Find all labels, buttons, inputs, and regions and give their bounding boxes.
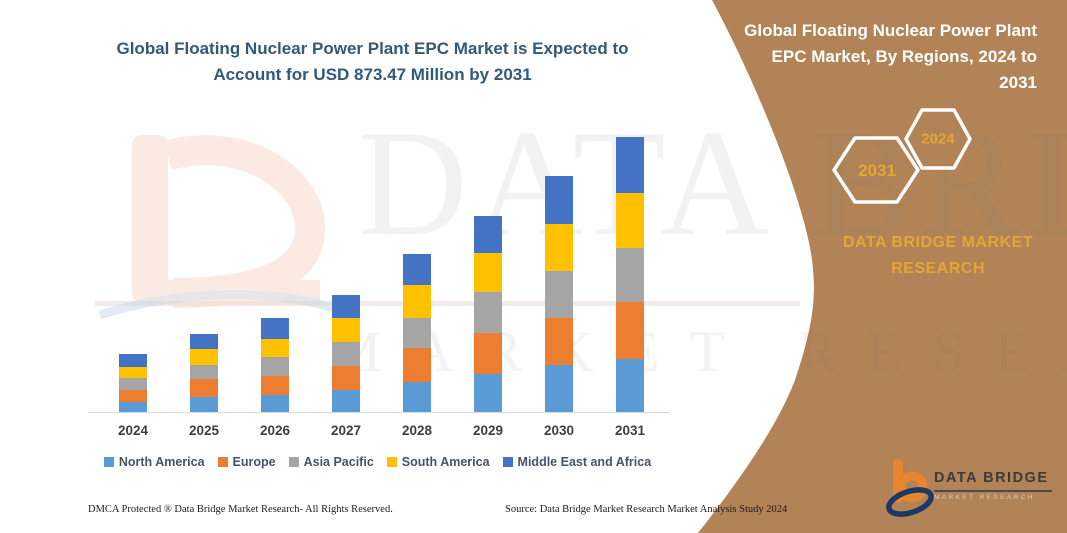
panel-brand-caption: DATA BRIDGE MARKET RESEARCH <box>842 234 1034 277</box>
year-hexagons-icon <box>832 108 972 204</box>
legend-swatch-middle-east-and-africa <box>502 457 513 467</box>
bar-segment-south-america-2024 <box>119 367 147 379</box>
bar-segment-south-america-2029 <box>474 253 502 293</box>
bar-segment-europe-2024 <box>119 389 147 402</box>
legend-swatch-south-america <box>386 457 397 467</box>
bar-segment-europe-2028 <box>403 348 431 383</box>
bar-segment-asia-pacific-2028 <box>403 318 431 349</box>
bar-2029 <box>474 215 502 412</box>
bar-segment-middle-east-and-africa-2029 <box>474 215 502 254</box>
bar-segment-europe-2029 <box>474 333 502 374</box>
x-axis-label-2027: 2027 <box>330 423 362 438</box>
company-logo: DATA BRIDGE MARKET RESEARCH <box>882 458 1057 524</box>
bar-segment-asia-pacific-2029 <box>474 292 502 334</box>
bar-segment-north-america-2025 <box>190 396 218 412</box>
legend-swatch-north-america <box>103 457 114 467</box>
bar-segment-north-america-2029 <box>474 373 502 412</box>
bar-segment-north-america-2030 <box>545 365 573 412</box>
x-axis-line <box>88 412 670 413</box>
chart-legend: North America Europe Asia Pacific South Ame… <box>80 455 675 469</box>
bar-segment-europe-2026 <box>261 376 289 396</box>
legend-item-europe: Europe <box>217 455 276 469</box>
legend-label-asia-pacific: Asia Pacific <box>303 455 374 469</box>
bar-segment-middle-east-and-africa-2025 <box>190 334 218 350</box>
company-logo-rule <box>934 490 1052 492</box>
hexagon-year-end-label: 2024 <box>921 130 955 148</box>
x-axis-label-2029: 2029 <box>472 423 504 438</box>
chart-title-line1: Global Floating Nuclear Power Plant EPC … <box>116 39 629 58</box>
company-logo-b-icon <box>886 459 934 517</box>
source-note: Source: Data Bridge Market Research Mark… <box>505 504 788 515</box>
x-axis-label-2031: 2031 <box>614 423 646 438</box>
legend-swatch-europe <box>217 457 228 467</box>
bar-segment-middle-east-and-africa-2028 <box>403 253 431 285</box>
watermark-b-logo-icon <box>98 135 338 320</box>
bar-segment-south-america-2026 <box>261 338 289 358</box>
bar-segment-south-america-2028 <box>403 284 431 319</box>
bar-segment-south-america-2031 <box>616 193 644 249</box>
legend-label-middle-east-and-africa: Middle East and Africa <box>517 455 652 469</box>
bar-2031 <box>616 137 644 412</box>
bar-2028 <box>403 253 431 412</box>
bar-segment-south-america-2027 <box>332 317 360 342</box>
bar-segment-asia-pacific-2027 <box>332 341 360 366</box>
x-axis-label-2030: 2030 <box>543 423 575 438</box>
panel-title: Global Floating Nuclear Power Plant EPC … <box>744 21 1037 92</box>
legend-item-north-america: North America <box>103 455 205 469</box>
bar-segment-south-america-2030 <box>545 223 573 272</box>
bar-segment-north-america-2026 <box>261 395 289 412</box>
bar-segment-asia-pacific-2031 <box>616 248 644 303</box>
legend-label-europe: Europe <box>232 455 276 469</box>
x-axis-label-2024: 2024 <box>117 423 149 438</box>
bar-segment-asia-pacific-2024 <box>119 378 147 390</box>
bar-plot-area <box>90 110 670 412</box>
legend-label-north-america: North America <box>118 455 205 469</box>
legend-item-south-america: South America <box>386 455 490 469</box>
chart-title: Global Floating Nuclear Power Plant EPC … <box>95 36 650 88</box>
bar-segment-asia-pacific-2030 <box>545 271 573 319</box>
bar-segment-north-america-2024 <box>119 401 147 412</box>
bar-segment-middle-east-and-africa-2027 <box>332 294 360 318</box>
bar-segment-asia-pacific-2025 <box>190 365 218 380</box>
bar-segment-north-america-2028 <box>403 382 431 412</box>
x-axis-label-2026: 2026 <box>259 423 291 438</box>
bar-2027 <box>332 294 360 412</box>
company-logo-name: DATA BRIDGE <box>934 470 1049 486</box>
company-logo-subtext: MARKET RESEARCH <box>934 494 1035 501</box>
bar-2026 <box>261 317 289 412</box>
bar-segment-europe-2027 <box>332 365 360 390</box>
legend-swatch-asia-pacific <box>288 457 299 467</box>
dmca-notice: DMCA Protected ® Data Bridge Market Rese… <box>88 504 393 515</box>
bar-segment-north-america-2027 <box>332 389 360 412</box>
hexagon-year-start-label: 2031 <box>858 161 896 180</box>
bar-segment-north-america-2031 <box>616 358 644 412</box>
bar-segment-europe-2030 <box>545 318 573 366</box>
x-axis-label-2025: 2025 <box>188 423 220 438</box>
x-axis-labels: 2024 2025 2026 2027 2028 2029 2030 2031 <box>90 423 670 443</box>
x-axis-label-2028: 2028 <box>401 423 433 438</box>
bar-segment-europe-2025 <box>190 379 218 397</box>
bar-segment-middle-east-and-africa-2031 <box>616 137 644 194</box>
chart-title-line2: Account for USD 873.47 Million by 2031 <box>213 65 532 84</box>
bar-segment-asia-pacific-2026 <box>261 357 289 377</box>
bar-2025 <box>190 334 218 412</box>
bar-segment-europe-2031 <box>616 302 644 359</box>
watermark-divider-line <box>95 301 800 306</box>
legend-item-asia-pacific: Asia Pacific <box>288 455 374 469</box>
legend-label-south-america: South America <box>401 455 490 469</box>
bar-segment-middle-east-and-africa-2024 <box>119 353 147 368</box>
bar-segment-middle-east-and-africa-2030 <box>545 176 573 224</box>
legend-item-middle-east-and-africa: Middle East and Africa <box>502 455 652 469</box>
bar-segment-middle-east-and-africa-2026 <box>261 317 289 339</box>
bar-2030 <box>545 176 573 412</box>
bar-2024 <box>119 353 147 412</box>
bar-segment-south-america-2025 <box>190 349 218 366</box>
